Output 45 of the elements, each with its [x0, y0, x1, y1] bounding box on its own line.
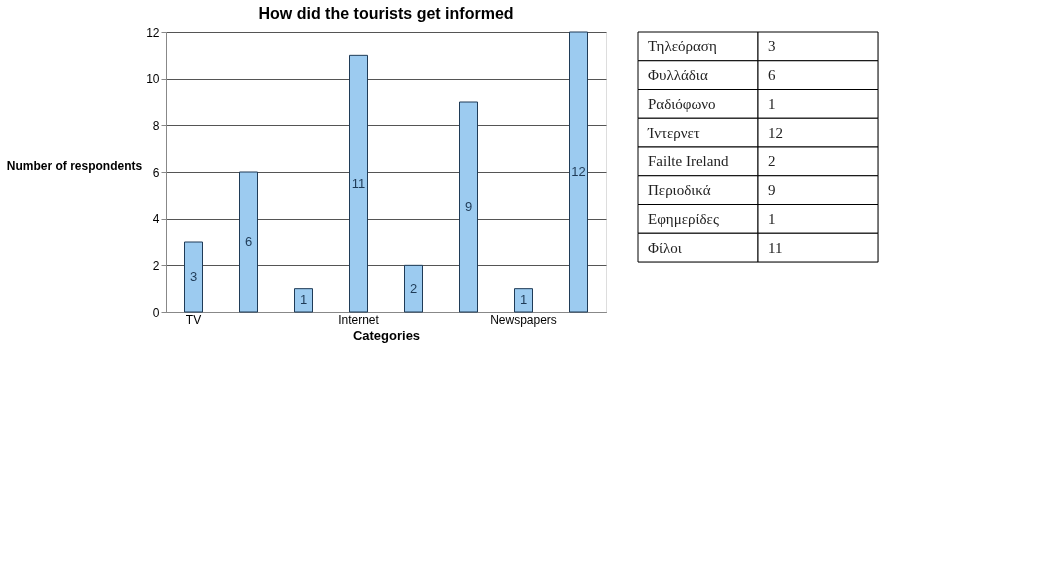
y-tick-label: 10 [146, 72, 160, 87]
data-label: 6 [244, 234, 253, 249]
x-tick-label: Newspapers [490, 312, 557, 327]
data-label: 6 [768, 67, 776, 84]
y-axis-title: Number of respondents [6, 158, 143, 173]
bar [239, 171, 258, 313]
data-label: 3 [768, 38, 776, 55]
data-label: 1 [519, 292, 528, 308]
category-label: Ραδιόφωνο [648, 95, 716, 112]
bar [294, 288, 313, 313]
data-label: 12 [768, 124, 783, 141]
chart-title: How did the tourists get informed [258, 5, 514, 22]
x-tick-label: TV [185, 312, 202, 327]
category-label: Ίντερνετ [647, 124, 700, 141]
data-label: 1 [299, 292, 308, 308]
bar [184, 241, 203, 313]
category-label: Περιοδικά [648, 182, 711, 199]
category-label: Φυλλάδια [648, 67, 708, 84]
category-label: Τηλεόραση [648, 38, 717, 55]
x-axis-title: Categories [352, 327, 421, 343]
data-label: 1 [768, 210, 776, 227]
data-label: 12 [571, 164, 586, 179]
data-label: 2 [768, 153, 776, 170]
y-tick-label: 4 [152, 212, 160, 227]
category-label: Εφημερίδες [648, 210, 719, 227]
x-tick-label: Internet [338, 312, 380, 327]
y-tick-label: 8 [152, 118, 160, 133]
y-tick-label: 12 [146, 25, 160, 40]
y-tick-label: 6 [152, 165, 160, 180]
data-label: 3 [189, 269, 198, 284]
data-label: 11 [351, 175, 366, 191]
category-label: Φίλοι [648, 239, 682, 256]
bar [514, 288, 533, 313]
data-label: 9 [768, 182, 776, 199]
data-label: 2 [409, 280, 418, 296]
data-label: 1 [768, 95, 776, 112]
y-tick-label: 0 [152, 305, 160, 320]
category-label: Failte Ireland [648, 153, 729, 170]
bar [404, 264, 423, 313]
bar [569, 31, 588, 313]
y-tick-label: 2 [152, 258, 160, 273]
bar [459, 101, 478, 313]
data-label: 9 [464, 199, 473, 214]
bar [349, 54, 368, 313]
data-label: 11 [768, 239, 783, 256]
